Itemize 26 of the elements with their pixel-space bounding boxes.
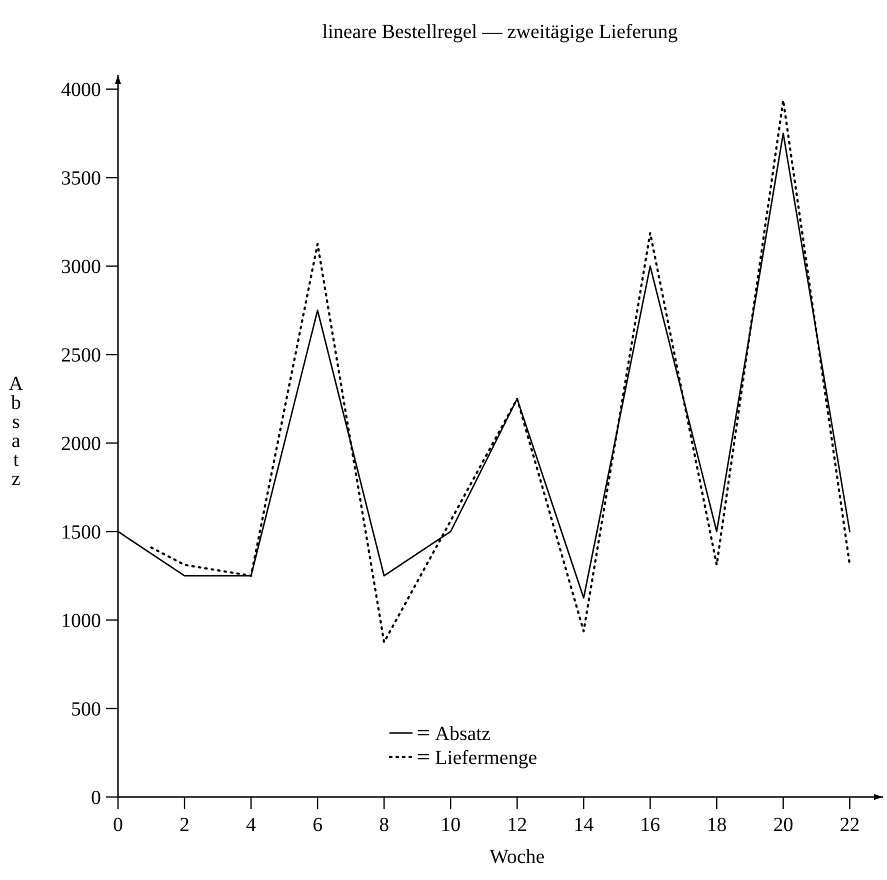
y-tick-label: 1500 — [61, 522, 101, 544]
y-tick-label: 2500 — [61, 344, 101, 367]
y-tick-label: 500 — [71, 698, 101, 721]
legend-label: Liefermenge — [435, 747, 538, 769]
y-tick-label: 3500 — [61, 168, 101, 190]
legend-label: Absatz — [435, 723, 491, 745]
x-tick-label: 4 — [246, 814, 256, 836]
x-tick-label: 10 — [440, 814, 461, 836]
x-tick-label: 12 — [507, 814, 528, 836]
x-tick-label: 0 — [113, 814, 123, 836]
x-tick-label: 6 — [312, 814, 323, 836]
y-tick-label: 4000 — [61, 79, 101, 102]
x-tick-label: 8 — [379, 814, 390, 836]
y-tick-label: 1000 — [61, 610, 101, 632]
y-tick-label: 0 — [91, 787, 101, 809]
x-tick-label: 20 — [773, 814, 794, 836]
y-axis-title: Absatz — [8, 373, 24, 490]
x-tick-label: 16 — [640, 814, 660, 836]
x-axis-title: Woche — [490, 846, 545, 868]
x-tick-label: 2 — [180, 814, 190, 836]
y-tick-label: 3000 — [61, 256, 101, 278]
y-tick-label: 2000 — [61, 433, 101, 456]
x-tick-label: 18 — [706, 814, 727, 836]
chart-title: lineare Bestellregel — zweitägige Lieferung — [322, 21, 678, 43]
x-tick-label: 14 — [574, 814, 594, 836]
x-tick-label: 22 — [840, 814, 860, 836]
